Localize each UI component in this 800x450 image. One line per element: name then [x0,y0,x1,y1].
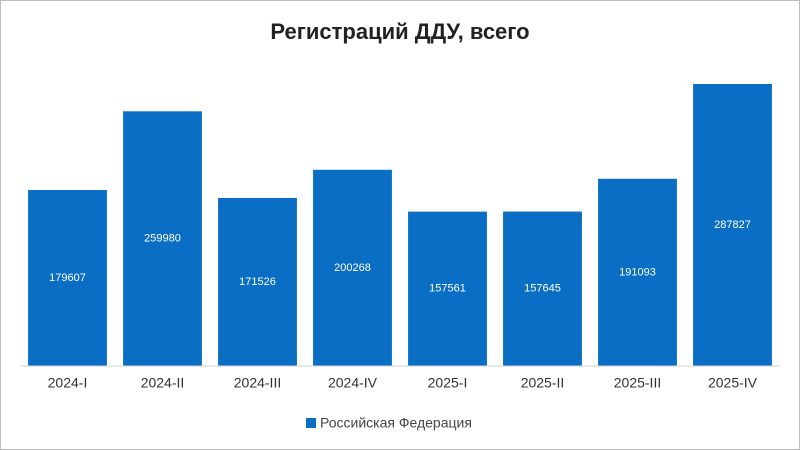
chart-title: Регистраций ДДУ, всего [270,19,529,44]
x-tick-label: 2025-III [614,375,661,391]
x-tick-label: 2025-II [521,375,565,391]
bar [503,211,582,366]
data-label: 171526 [239,276,276,288]
legend-label: Российская Федерация [320,415,472,431]
data-label: 157645 [524,283,561,295]
x-tick-label: 2025-I [428,375,468,391]
x-tick-label: 2024-I [48,375,88,391]
bar [313,169,392,366]
bar [693,84,772,366]
x-tick-label: 2025-IV [708,375,758,391]
bar [218,197,297,366]
data-label: 179607 [49,272,86,284]
data-label: 157561 [429,283,466,295]
data-label: 191093 [619,266,656,278]
legend-swatch [306,418,316,428]
bar [123,111,202,367]
x-tick-label: 2024-II [141,375,185,391]
bar [598,178,677,366]
bar [408,211,487,366]
bar [28,190,107,366]
x-tick-label: 2024-IV [328,375,378,391]
data-label: 200268 [334,262,371,274]
x-tick-label: 2024-III [234,375,281,391]
data-label: 259980 [144,233,181,245]
data-label: 287827 [714,219,751,231]
